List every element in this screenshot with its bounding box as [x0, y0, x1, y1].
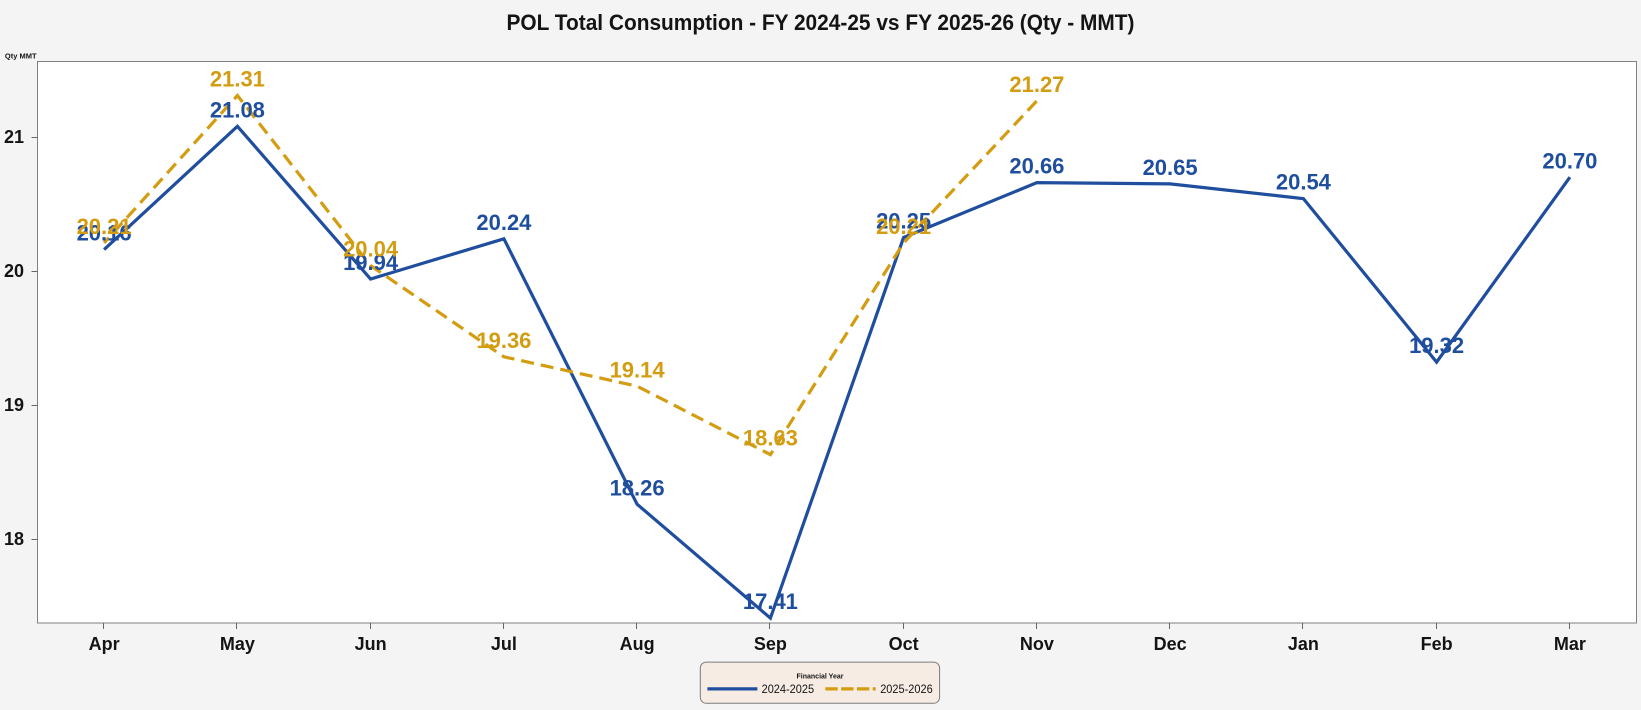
svg-text:Feb: Feb: [1421, 634, 1453, 654]
svg-text:Mar: Mar: [1554, 634, 1586, 654]
svg-text:20.54: 20.54: [1276, 170, 1332, 195]
svg-text:19.36: 19.36: [476, 328, 531, 353]
svg-text:18: 18: [4, 529, 24, 549]
svg-text:May: May: [220, 634, 255, 654]
svg-text:2024-2025: 2024-2025: [762, 682, 815, 696]
svg-text:20.16: 20.16: [77, 221, 132, 246]
svg-text:18.26: 18.26: [610, 475, 665, 500]
svg-text:2025-2026: 2025-2026: [880, 682, 933, 696]
svg-text:20.66: 20.66: [1009, 154, 1064, 179]
svg-text:Jul: Jul: [491, 634, 517, 654]
svg-text:Jan: Jan: [1288, 634, 1319, 654]
svg-text:Jun: Jun: [355, 634, 387, 654]
svg-text:18.63: 18.63: [743, 426, 798, 451]
svg-text:20.21: 20.21: [77, 214, 132, 239]
svg-text:20.70: 20.70: [1542, 148, 1597, 173]
svg-text:19.32: 19.32: [1409, 333, 1464, 358]
svg-text:20.04: 20.04: [343, 237, 399, 262]
svg-text:21.31: 21.31: [210, 67, 265, 92]
svg-text:19: 19: [4, 395, 24, 415]
svg-text:20.21: 20.21: [876, 214, 931, 239]
svg-text:17.41: 17.41: [743, 589, 798, 614]
svg-text:Aug: Aug: [620, 634, 655, 654]
svg-text:21.27: 21.27: [1009, 72, 1064, 97]
svg-text:20: 20: [4, 261, 24, 281]
svg-text:21: 21: [4, 127, 24, 147]
svg-text:20.24: 20.24: [476, 210, 532, 235]
svg-text:Nov: Nov: [1020, 634, 1054, 654]
svg-text:POL Total Consumption - FY 202: POL Total Consumption - FY 2024-25 vs FY…: [507, 10, 1135, 35]
svg-text:Sep: Sep: [754, 634, 787, 654]
svg-text:Dec: Dec: [1154, 634, 1187, 654]
svg-text:19.94: 19.94: [343, 250, 399, 275]
svg-text:21.08: 21.08: [210, 97, 265, 122]
svg-text:20.25: 20.25: [876, 209, 931, 234]
svg-text:Apr: Apr: [89, 634, 120, 654]
svg-text:Oct: Oct: [889, 634, 919, 654]
svg-text:Qty MMT: Qty MMT: [5, 52, 37, 61]
svg-text:20.65: 20.65: [1143, 155, 1198, 180]
svg-text:Financial Year: Financial Year: [797, 674, 844, 681]
svg-text:19.14: 19.14: [610, 357, 666, 382]
